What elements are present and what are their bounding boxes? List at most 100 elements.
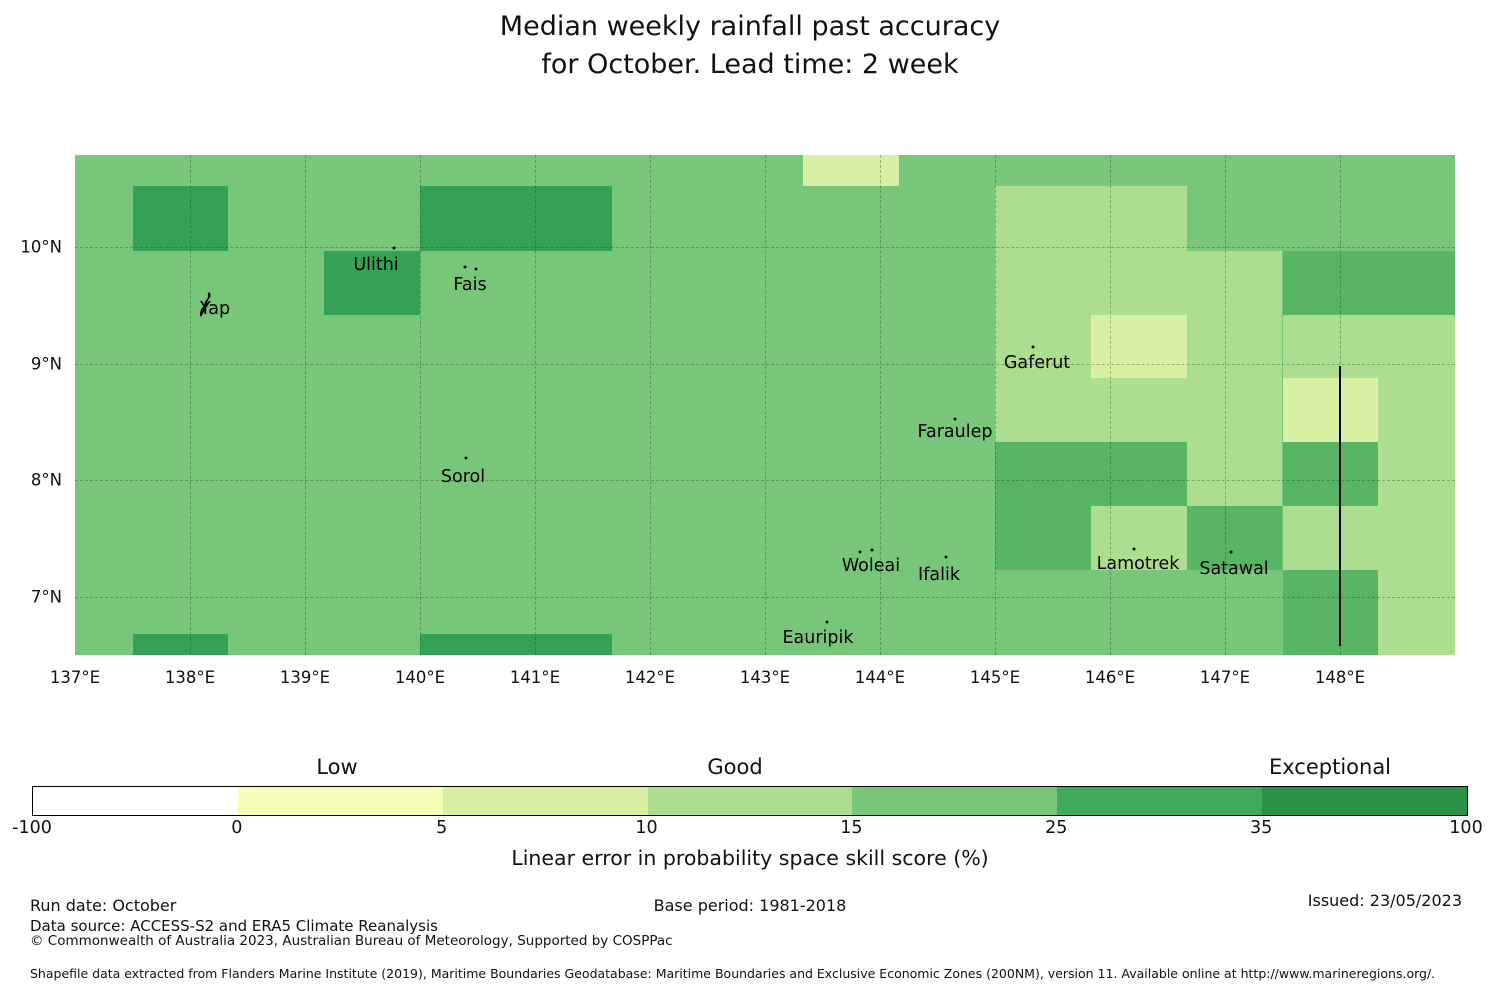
colorbar-segment [852, 787, 1058, 815]
longitude-gridline [765, 155, 766, 655]
island-label-sorol: Sorol [440, 467, 486, 487]
colorbar-region-label-exceptional: Exceptional [1268, 755, 1392, 779]
skill-cell [1090, 505, 1187, 570]
x-tick-label: 147°E [1199, 668, 1251, 687]
island-label-faraulep: Faraulep [917, 422, 993, 442]
x-tick-label: 145°E [969, 668, 1021, 687]
island-label-fais: Fais [453, 275, 487, 295]
skill-cell [1090, 186, 1187, 251]
map-plot: Yap Ulithi Fais Sorol Gaferut Faraulep Woleai I… [75, 155, 1455, 655]
skill-cell [1282, 634, 1379, 655]
issued-text: Issued: 23/05/2023 [1307, 891, 1462, 910]
colorbar-segment [33, 787, 238, 815]
skill-cell [1378, 377, 1455, 442]
skill-cell [995, 377, 1091, 442]
island-label-ulithi: Ulithi [353, 255, 399, 275]
skill-cell [995, 250, 1091, 315]
skill-cell [803, 155, 900, 187]
skill-cell [1282, 505, 1379, 570]
longitude-gridline [1110, 155, 1111, 655]
skill-cell [324, 250, 420, 315]
x-tick-label: 144°E [854, 668, 906, 687]
island-marker-dot [464, 456, 468, 460]
skill-cell [1090, 441, 1187, 506]
x-tick-label: 138°E [164, 668, 216, 687]
longitude-gridline [190, 155, 191, 655]
longitude-gridline [995, 155, 996, 655]
colorbar-region-label-good: Good [707, 755, 763, 779]
longitude-gridline [420, 155, 421, 655]
island-marker-dot [474, 267, 478, 271]
skill-cell [995, 441, 1091, 506]
x-tick-label: 146°E [1084, 668, 1136, 687]
island-marker-dot [1031, 345, 1035, 349]
x-tick-label: 143°E [739, 668, 791, 687]
longitude-gridline [650, 155, 651, 655]
island-label-ifalik: Ifalik [918, 565, 960, 585]
island-marker-dot [463, 265, 467, 269]
skill-cell [1378, 505, 1455, 570]
latitude-gridline [75, 363, 1455, 365]
skill-cell [1090, 377, 1187, 442]
colorbar-region-label-low: Low [316, 755, 358, 779]
skill-cell [1378, 441, 1455, 506]
island-marker-dot [392, 246, 396, 250]
colorbar-segment [1057, 787, 1263, 815]
colorbar-segment [237, 787, 443, 815]
chart-title-line2: for October. Lead time: 2 week [541, 49, 959, 80]
y-tick-label: 7°N [30, 587, 62, 607]
chart-title-line1: Median weekly rainfall past accuracy [499, 11, 1001, 42]
copyright-text: © Commonwealth of Australia 2023, Austra… [30, 933, 673, 949]
chart-title: Median weekly rainfall past accuracy for… [0, 8, 1500, 84]
eez-boundary-line [1339, 366, 1341, 646]
skill-cell [132, 186, 229, 251]
skill-cell [1186, 377, 1283, 442]
island-label-eauripik: Eauripik [782, 628, 854, 648]
colorbar-tick-label: 15 [840, 818, 863, 838]
longitude-gridline [305, 155, 306, 655]
x-tick-label: 148°E [1314, 668, 1366, 687]
skill-cell [1378, 314, 1455, 378]
island-marker-dot [953, 417, 957, 421]
base-period-text: Base period: 1981-2018 [653, 896, 847, 915]
skill-cell [1186, 314, 1283, 378]
skill-cell [995, 186, 1091, 251]
skill-cell [515, 186, 612, 251]
latitude-gridline [75, 247, 1455, 249]
skill-cell [1282, 441, 1379, 506]
colorbar-segment [1262, 787, 1468, 815]
colorbar-tick-label: 35 [1250, 818, 1273, 838]
skill-cell [132, 634, 229, 655]
skill-cell [1090, 250, 1187, 315]
island-label-lamotrek: Lamotrek [1096, 554, 1180, 574]
colorbar-tick-label: 25 [1045, 818, 1068, 838]
longitude-gridline [1225, 155, 1226, 655]
colorbar-tick-label: 0 [231, 818, 243, 838]
colorbar-tick-label: 5 [436, 818, 448, 838]
island-marker-dot [944, 555, 948, 559]
colorbar-axis-label: Linear error in probability space skill … [511, 846, 989, 870]
skill-cell [420, 634, 516, 655]
island-marker-dot [870, 548, 874, 552]
island-marker-dot [825, 620, 829, 624]
x-tick-label: 139°E [279, 668, 331, 687]
island-label-woleai: Woleai [841, 556, 901, 576]
skill-cell [1378, 250, 1455, 315]
longitude-gridline [535, 155, 536, 655]
skill-cell [515, 634, 612, 655]
y-tick-label: 8°N [30, 470, 62, 490]
skill-cell [1186, 441, 1283, 506]
latitude-gridline [75, 596, 1455, 598]
y-tick-label: 9°N [30, 354, 62, 374]
skill-cell [420, 186, 516, 251]
skill-cell [995, 505, 1091, 570]
latitude-gridline [75, 480, 1455, 482]
x-tick-label: 142°E [624, 668, 676, 687]
skill-cell [1282, 569, 1379, 634]
colorbar-segment [442, 787, 648, 815]
skill-cell [1378, 634, 1455, 655]
island-label-gaferut: Gaferut [1003, 353, 1071, 373]
data-source-text: Data source: ACCESS-S2 and ERA5 Climate … [30, 917, 438, 935]
x-tick-label: 140°E [394, 668, 446, 687]
